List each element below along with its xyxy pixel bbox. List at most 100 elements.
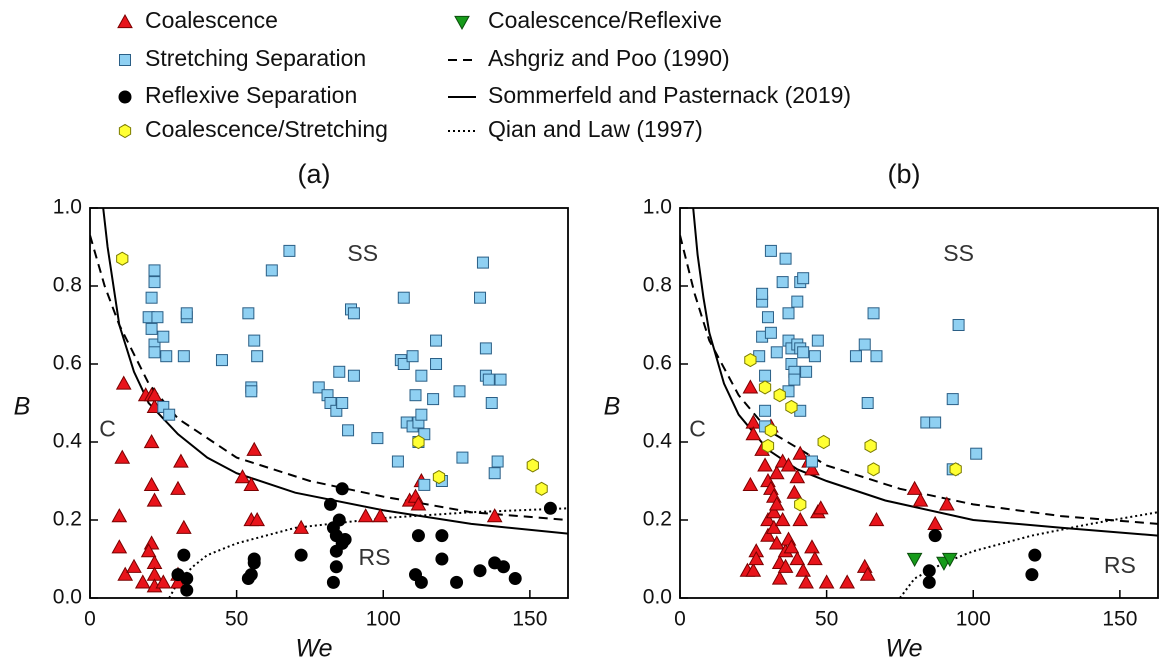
marker xyxy=(485,397,498,409)
legend-label: Sommerfeld and Pasternack (2019) xyxy=(488,82,851,108)
marker xyxy=(764,326,777,339)
marker xyxy=(119,54,131,66)
marker xyxy=(418,478,431,491)
y-tick-label: 0.8 xyxy=(53,274,82,297)
marker xyxy=(118,90,132,104)
panel-title: (a) xyxy=(298,159,331,189)
marker xyxy=(808,350,821,363)
marker xyxy=(1025,568,1039,582)
x-tick-label: 100 xyxy=(956,608,991,631)
marker xyxy=(157,330,170,343)
marker xyxy=(245,385,258,398)
marker xyxy=(474,291,487,304)
marker xyxy=(435,529,449,543)
legend-label: Qian and Law (1997) xyxy=(488,116,703,142)
x-tick-label: 100 xyxy=(366,608,401,631)
legend-label: Reflexive Separation xyxy=(145,82,357,108)
y-tick-label: 0.4 xyxy=(643,430,673,453)
marker xyxy=(482,373,495,386)
marker xyxy=(949,462,962,477)
marker xyxy=(118,123,132,139)
marker xyxy=(411,529,425,543)
panel-title: (b) xyxy=(888,159,921,189)
marker xyxy=(792,511,809,527)
plot-frame xyxy=(89,207,569,599)
marker xyxy=(397,358,410,370)
marker xyxy=(246,441,263,456)
marker xyxy=(792,445,809,460)
marker xyxy=(371,432,384,445)
marker xyxy=(146,387,163,402)
marker xyxy=(414,575,428,589)
marker xyxy=(867,462,880,477)
marker xyxy=(768,535,785,550)
marker xyxy=(941,552,958,568)
marker xyxy=(293,519,309,534)
marker xyxy=(491,455,504,468)
marker xyxy=(543,501,557,515)
marker xyxy=(496,560,510,574)
marker xyxy=(773,388,786,403)
marker xyxy=(249,511,266,527)
marker xyxy=(215,354,228,367)
marker xyxy=(761,438,775,453)
region-label: RS xyxy=(358,544,390,570)
marker xyxy=(456,451,469,464)
marker xyxy=(774,511,791,527)
marker xyxy=(791,295,804,308)
marker xyxy=(242,307,255,320)
curve xyxy=(102,208,568,535)
marker xyxy=(479,342,492,355)
plot-area xyxy=(90,208,568,598)
x-tick-label: 150 xyxy=(1102,608,1137,631)
marker xyxy=(140,543,157,558)
marker xyxy=(794,497,807,512)
marker xyxy=(234,469,251,484)
marker xyxy=(812,500,829,515)
region-label: RS xyxy=(1104,552,1136,578)
panel: (b) We B 0 50 100 150 0.0 0.2 0.4 0.6 0.8 1.0 SS C RS xyxy=(604,159,1159,663)
marker xyxy=(427,393,440,406)
marker xyxy=(776,276,789,289)
marker xyxy=(789,550,806,566)
marker xyxy=(805,455,818,468)
marker xyxy=(811,334,824,347)
x-tick-label: 150 xyxy=(512,608,547,631)
marker xyxy=(243,476,260,491)
marker xyxy=(745,426,762,441)
marker xyxy=(180,307,193,320)
marker xyxy=(251,350,264,363)
marker xyxy=(342,424,355,437)
marker xyxy=(430,358,443,370)
marker xyxy=(453,385,466,398)
x-tick-label: 50 xyxy=(815,608,838,631)
marker xyxy=(114,449,131,464)
marker xyxy=(454,15,470,31)
marker xyxy=(412,434,425,450)
x-axis-title: We xyxy=(295,635,332,663)
marker xyxy=(397,291,410,304)
marker xyxy=(782,307,795,320)
marker xyxy=(180,583,194,597)
marker xyxy=(415,369,428,382)
marker xyxy=(870,350,883,363)
marker xyxy=(783,539,800,554)
marker xyxy=(146,492,163,507)
marker xyxy=(756,287,769,300)
y-tick-label: 0.0 xyxy=(53,586,82,609)
marker xyxy=(410,496,427,511)
marker xyxy=(764,423,778,438)
marker xyxy=(332,513,346,527)
legend-label: Coalescence/Stretching xyxy=(145,116,388,142)
marker xyxy=(922,575,936,589)
marker xyxy=(922,564,936,578)
region-label: C xyxy=(689,415,706,441)
marker xyxy=(450,575,464,589)
marker xyxy=(283,244,296,257)
marker xyxy=(745,562,762,577)
marker xyxy=(430,334,443,347)
marker xyxy=(494,373,507,386)
marker xyxy=(867,307,880,320)
marker xyxy=(409,389,422,402)
marker xyxy=(970,447,983,460)
